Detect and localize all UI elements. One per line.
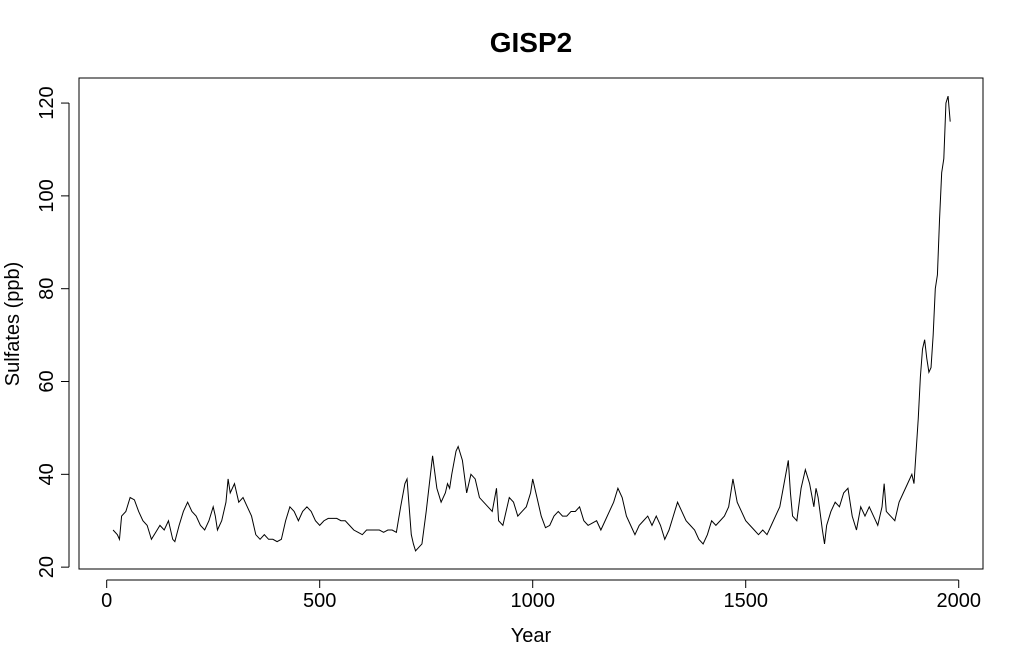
y-tick-label: 80: [36, 278, 58, 300]
x-tick-label: 1000: [510, 590, 555, 612]
y-tick-label: 60: [36, 370, 58, 392]
y-axis-label: Sulfates (ppb): [2, 262, 24, 387]
plot-box: [78, 77, 984, 570]
x-tick-label: 2000: [936, 590, 981, 612]
chart-title: GISP2: [490, 27, 572, 58]
x-tick-label: 1500: [723, 590, 768, 612]
x-tick-label: 500: [303, 590, 336, 612]
y-tick-label: 100: [36, 179, 58, 212]
y-tick-label: 40: [36, 463, 58, 485]
y-tick-label: 120: [36, 86, 58, 119]
data-line: [112, 95, 951, 552]
y-tick-label: 20: [36, 556, 58, 578]
x-tick-label: 0: [101, 590, 112, 612]
x-axis-label: Year: [511, 625, 552, 647]
